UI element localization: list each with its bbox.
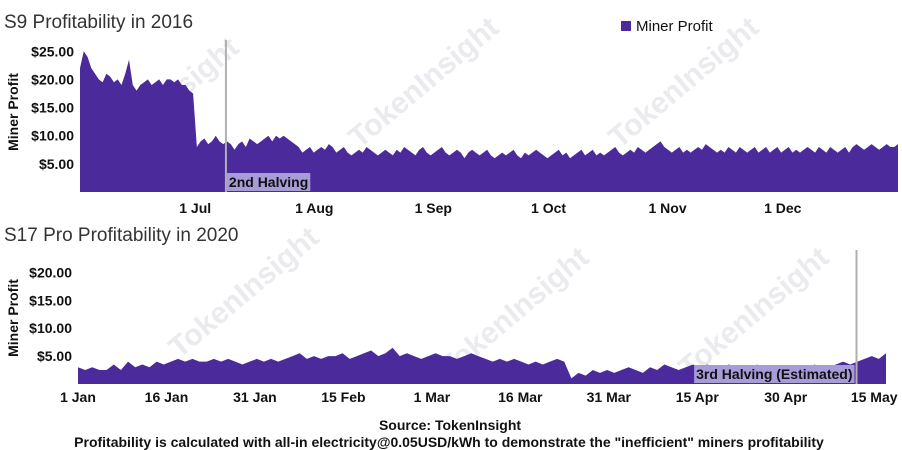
y-tick-label: $20.00 (31, 71, 74, 87)
x-tick-label: 15 May (851, 389, 898, 405)
y-tick-label: $5.00 (39, 156, 74, 172)
x-tick-label: 15 Apr (676, 389, 720, 405)
y-tick-label: $15.00 (29, 292, 72, 308)
y-tick-label: $15.00 (31, 100, 74, 116)
watermark-text: TokenInsight (673, 241, 836, 385)
y-tick-label: $25.00 (31, 43, 74, 59)
chart1-halving-box (226, 173, 311, 191)
legend[interactable]: Miner Profit (621, 18, 714, 35)
x-tick-label: 1 Aug (295, 200, 333, 216)
x-tick-label: 1 Jan (60, 389, 96, 405)
x-tick-label: 31 Mar (587, 389, 632, 405)
x-tick-label: 15 Feb (321, 389, 365, 405)
chart1-x-axis: 1 Jul 1 Aug 1 Sep 1 Oct 1 Nov 1 Dec (179, 200, 801, 216)
chart2-halving-box (694, 365, 855, 383)
watermark-text: TokenInsight (343, 11, 506, 155)
y-tick-label: $5.00 (37, 348, 72, 364)
chart1-y-axis: $5.00 $10.00 $15.00 $20.00 $25.00 (31, 43, 74, 172)
x-tick-label: 1 Sep (415, 200, 452, 216)
y-tick-label: $10.00 (31, 128, 74, 144)
x-tick-label: 1 Dec (764, 200, 802, 216)
x-tick-label: 1 Mar (414, 389, 451, 405)
legend-swatch (621, 21, 631, 31)
x-tick-label: 1 Nov (649, 200, 687, 216)
y-tick-label: $20.00 (29, 264, 72, 280)
y-tick-label: $10.00 (29, 320, 72, 336)
legend-label: Miner Profit (636, 18, 714, 35)
chart1-halving-label: 2nd Halving (229, 174, 308, 190)
x-tick-label: 16 Jan (145, 389, 189, 405)
chart2-x-axis: 1 Jan 16 Jan 31 Jan 15 Feb 1 Mar 16 Mar 31 Mar… (60, 389, 898, 405)
x-tick-label: 1 Jul (179, 200, 211, 216)
x-tick-label: 1 Oct (531, 200, 566, 216)
chart2-title: S17 Pro Profitability in 2020 (4, 225, 238, 246)
chart1-area-series[interactable] (80, 51, 898, 193)
chart2-area-series[interactable] (78, 347, 886, 384)
chart1-ylabel: Miner Profit (5, 73, 21, 151)
chart2-ylabel: Miner Profit (5, 279, 21, 357)
x-tick-label: 16 Mar (498, 389, 543, 405)
chart1-title: S9 Profitability in 2016 (4, 12, 193, 33)
source-note: Source: TokenInsight (379, 417, 521, 433)
methodology-note: Profitability is calculated with all-in … (74, 434, 824, 450)
x-tick-label: 30 Apr (764, 389, 808, 405)
chart2-y-axis: $5.00 $10.00 $15.00 $20.00 (29, 264, 72, 364)
chart2-halving-label: 3rd Halving (Estimated) (696, 366, 852, 382)
x-tick-label: 31 Jan (233, 389, 277, 405)
